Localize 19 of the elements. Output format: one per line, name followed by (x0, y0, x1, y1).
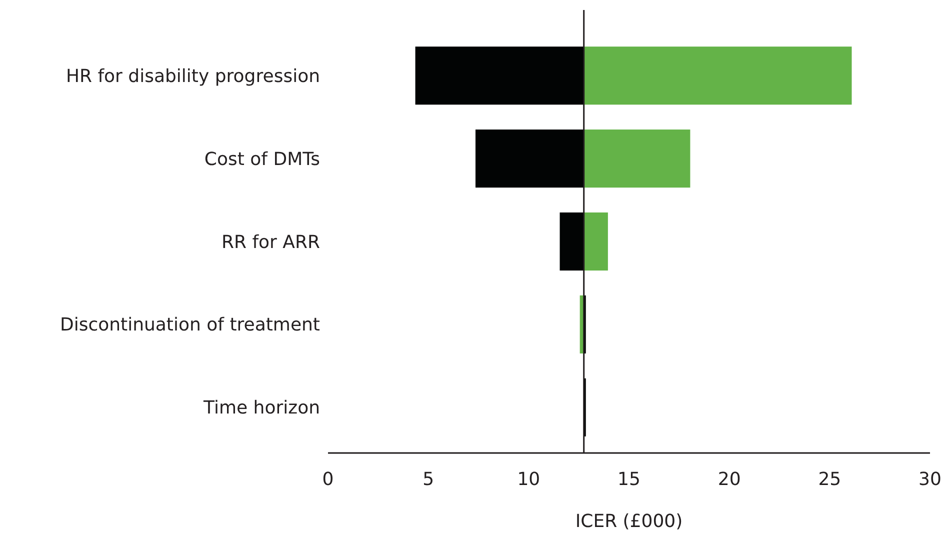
y-tick-label: HR for disability progression (66, 66, 320, 87)
x-tick-label: 10 (517, 469, 540, 490)
x-axis-title: ICER (£000) (575, 511, 683, 532)
bar (584, 212, 608, 271)
bar (560, 212, 584, 271)
y-tick-label: Cost of DMTs (204, 148, 320, 170)
y-tick-label: Discontinuation of treatment (60, 314, 320, 336)
bar (415, 46, 584, 105)
y-tick-label: RR for ARR (221, 232, 320, 253)
bar (584, 46, 852, 105)
x-tick-label: 5 (422, 469, 434, 490)
x-tick-label: 15 (618, 469, 640, 490)
x-tick-label: 30 (918, 469, 942, 490)
y-tick-label: Time horizon (202, 398, 320, 419)
x-tick-label: 20 (718, 469, 741, 490)
x-tick-label: 0 (322, 469, 334, 490)
bar (584, 130, 690, 188)
bar (475, 130, 584, 188)
x-tick-label: 25 (818, 469, 842, 490)
